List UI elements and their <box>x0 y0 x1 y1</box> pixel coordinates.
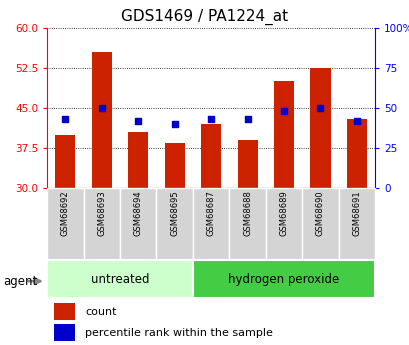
Point <box>207 116 214 122</box>
Text: untreated: untreated <box>90 273 149 286</box>
Text: GSM68695: GSM68695 <box>170 190 179 236</box>
Bar <box>346 119 366 188</box>
FancyBboxPatch shape <box>229 188 265 260</box>
Point <box>171 121 178 127</box>
FancyBboxPatch shape <box>47 260 193 298</box>
Text: GSM68689: GSM68689 <box>279 190 288 236</box>
Text: GSM68690: GSM68690 <box>315 190 324 236</box>
FancyBboxPatch shape <box>265 188 301 260</box>
Text: count: count <box>85 307 117 317</box>
Text: GSM68688: GSM68688 <box>243 190 252 236</box>
Text: GSM68691: GSM68691 <box>352 190 361 236</box>
Bar <box>54 324 75 342</box>
Point <box>135 118 141 124</box>
Point <box>244 116 250 122</box>
FancyBboxPatch shape <box>47 188 83 260</box>
Text: GSM68694: GSM68694 <box>133 190 142 236</box>
Bar <box>55 135 75 188</box>
Point <box>353 118 360 124</box>
FancyBboxPatch shape <box>193 260 374 298</box>
Bar <box>273 81 293 188</box>
Text: GSM68692: GSM68692 <box>61 190 70 236</box>
Bar <box>310 68 330 188</box>
Text: agent: agent <box>3 275 38 288</box>
Point <box>62 116 68 122</box>
Bar <box>128 132 148 188</box>
Bar <box>201 124 220 188</box>
Text: GDS1469 / PA1224_at: GDS1469 / PA1224_at <box>121 9 288 25</box>
Text: GSM68693: GSM68693 <box>97 190 106 236</box>
FancyBboxPatch shape <box>120 188 156 260</box>
FancyBboxPatch shape <box>156 188 193 260</box>
Bar <box>164 142 184 188</box>
FancyBboxPatch shape <box>83 188 120 260</box>
Bar <box>237 140 257 188</box>
Text: percentile rank within the sample: percentile rank within the sample <box>85 328 272 338</box>
Point <box>98 105 105 110</box>
Point <box>317 105 323 110</box>
Point <box>280 108 287 114</box>
FancyBboxPatch shape <box>193 188 229 260</box>
Bar <box>92 52 112 188</box>
FancyBboxPatch shape <box>338 188 374 260</box>
Text: hydrogen peroxide: hydrogen peroxide <box>228 273 339 286</box>
Bar <box>54 303 75 320</box>
FancyBboxPatch shape <box>301 188 338 260</box>
Text: GSM68687: GSM68687 <box>206 190 215 236</box>
